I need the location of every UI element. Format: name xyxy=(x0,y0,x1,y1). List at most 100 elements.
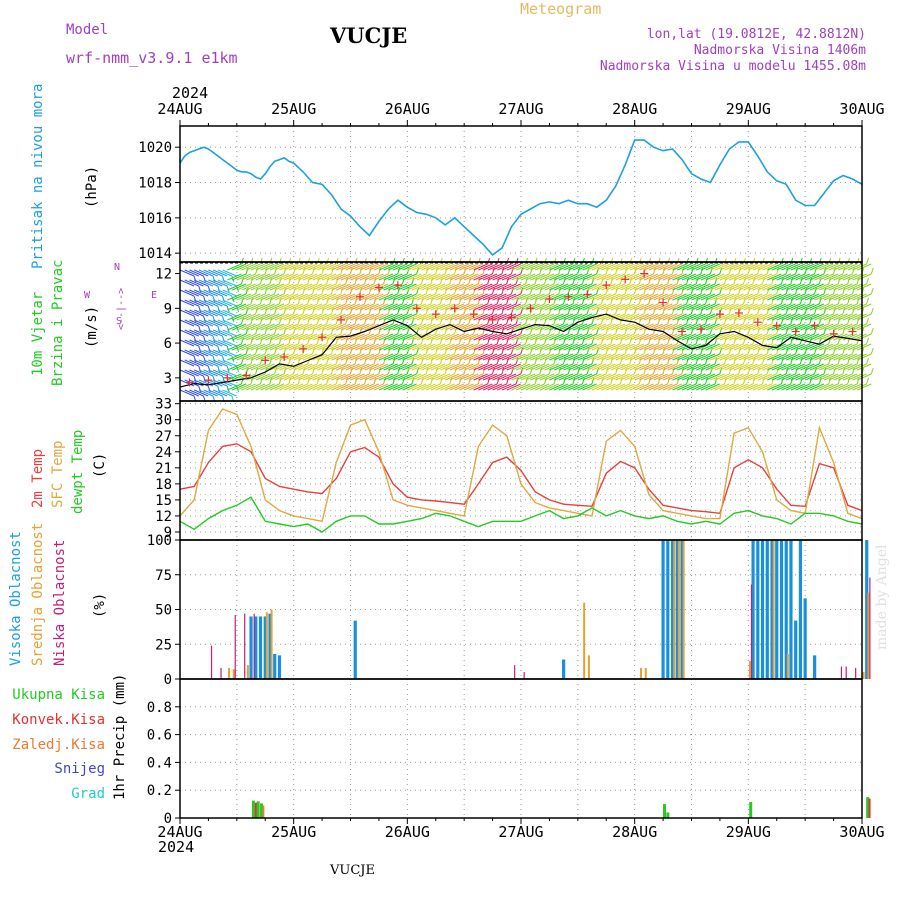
wind-barb xyxy=(359,273,375,281)
wind-barb xyxy=(781,313,796,321)
wind-barb xyxy=(624,373,640,381)
wind-barb xyxy=(776,273,791,281)
wind-barb xyxy=(719,323,735,331)
temp-2m-line xyxy=(179,443,863,515)
wind-barb xyxy=(222,309,237,317)
wind-barb xyxy=(208,309,223,317)
wind-barb xyxy=(198,339,214,347)
wind-barb xyxy=(198,329,214,337)
wind-barb xyxy=(823,273,839,281)
wind-barb xyxy=(596,323,611,331)
wind-barb-group xyxy=(198,269,230,403)
wind-barb xyxy=(222,329,237,337)
wind-barb xyxy=(402,343,417,351)
wind-barb xyxy=(459,343,474,351)
wind-barb xyxy=(307,383,323,391)
wind-barb xyxy=(767,363,782,371)
wind-barb xyxy=(629,273,645,281)
wind-barb xyxy=(312,293,327,301)
wind-barb xyxy=(686,373,701,381)
wind-barb xyxy=(572,323,588,331)
wind-barb xyxy=(686,293,701,301)
wind-barb xyxy=(198,289,214,297)
x-tick-label-bottom: 28AUG xyxy=(612,823,657,841)
wind-barb xyxy=(288,343,304,351)
wind-barb xyxy=(691,373,706,381)
wind-barb xyxy=(430,353,446,361)
wind-barb xyxy=(487,283,503,291)
wind-barb xyxy=(383,273,398,281)
wind-barb xyxy=(639,273,654,281)
wind-barb xyxy=(184,299,199,307)
wind-barb xyxy=(359,313,375,321)
gust-marker xyxy=(564,292,573,301)
wind-barb xyxy=(416,263,432,271)
wind-barb xyxy=(435,293,450,301)
gust-marker xyxy=(223,373,232,382)
wind-barb xyxy=(658,373,673,381)
wind-barb xyxy=(326,313,342,321)
wind-barb xyxy=(809,283,825,291)
wind-barb xyxy=(487,313,503,321)
wind-barb xyxy=(610,263,626,271)
wind-barb xyxy=(535,303,550,311)
wind-barb xyxy=(501,323,517,331)
wind-barb xyxy=(468,333,484,341)
wind-barb xyxy=(563,363,578,371)
wind-barb xyxy=(795,313,810,321)
wind-barb xyxy=(326,303,342,311)
wind-barb xyxy=(852,353,867,361)
wind-barb xyxy=(823,313,839,321)
wind-barb xyxy=(288,353,304,361)
wind-barb-flag xyxy=(316,257,320,265)
gridlines xyxy=(180,126,862,818)
wind-barb xyxy=(331,313,346,321)
wind-barb xyxy=(501,363,517,371)
x-tick-label-top: 28AUG xyxy=(612,100,657,118)
wind-barb xyxy=(672,353,687,361)
wind-barb xyxy=(767,273,782,281)
wind-barb xyxy=(388,263,403,271)
wind-barb xyxy=(615,333,630,341)
wind-barb xyxy=(634,373,649,381)
wind-barb xyxy=(549,303,564,311)
wind-barb xyxy=(705,363,720,371)
wind-barb xyxy=(767,303,782,311)
wind-barb xyxy=(340,313,356,321)
wind-barb xyxy=(269,283,285,291)
wind-barb xyxy=(364,353,379,361)
wind-barb xyxy=(804,363,820,371)
wind-barb xyxy=(255,263,270,271)
wind-barb xyxy=(719,293,735,301)
wind-barb xyxy=(624,343,640,351)
wind-barb xyxy=(506,343,521,351)
low-cloud-bar xyxy=(840,666,843,679)
wind-barb xyxy=(700,273,716,281)
wind-barb xyxy=(506,293,521,301)
wind-barb xyxy=(535,343,550,351)
wind-barb xyxy=(317,343,332,351)
wind-barb xyxy=(819,343,834,351)
wind-barb xyxy=(677,373,692,381)
wind-barb xyxy=(331,383,346,391)
wind-barb xyxy=(733,273,749,281)
wind-barb xyxy=(648,343,664,351)
wind-barb xyxy=(662,333,678,341)
wind-barb xyxy=(809,323,825,331)
wind-barb xyxy=(250,293,266,301)
wind-barb xyxy=(402,353,417,361)
wind-barb xyxy=(340,343,356,351)
wind-barb xyxy=(435,273,450,281)
wind-barb xyxy=(790,353,806,361)
wind-barb xyxy=(520,383,536,391)
wind-barb xyxy=(364,263,379,271)
wind-barb xyxy=(227,383,242,391)
wind-barb xyxy=(269,263,285,271)
wind-barb xyxy=(681,283,697,291)
wind-barb xyxy=(591,263,607,271)
wind-barb xyxy=(321,323,337,331)
wind-barb xyxy=(648,353,664,361)
wind-barb xyxy=(478,383,493,391)
wind-barb xyxy=(804,333,820,341)
wind-barb xyxy=(454,383,469,391)
